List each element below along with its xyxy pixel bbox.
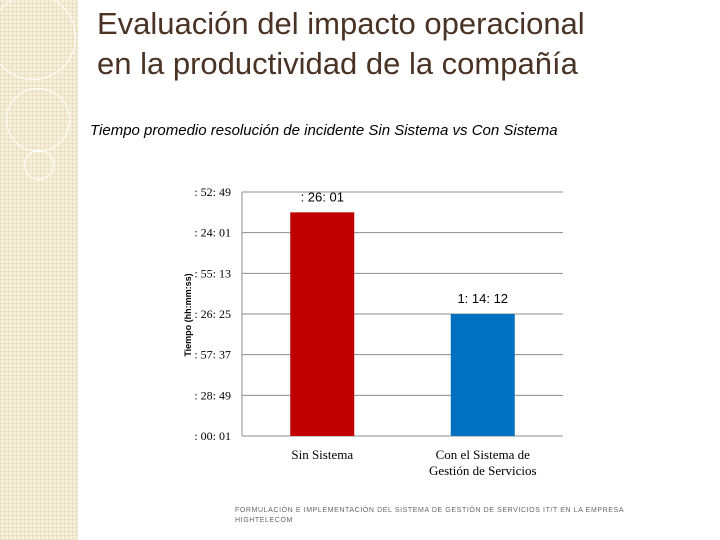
bar-2 [450, 314, 515, 436]
x-tick-label-line: Gestión de Servicios [429, 463, 537, 478]
y-tick-label: : 57: 37 [194, 348, 231, 362]
x-tick-label: Sin Sistema [291, 447, 353, 462]
decorative-circle-small [24, 150, 54, 180]
bars [290, 212, 515, 436]
y-tick-labels: : 00: 01 : 28: 49 : 57: 37 : 26: 25 : 55: 13… [194, 185, 231, 443]
x-tick-labels: Sin Sistema Con el Sistema de Gestión de S… [291, 447, 536, 478]
chart-subtitle: Tiempo promedio resolución de incidente … [90, 122, 558, 139]
y-tick-label: : 28: 49 [194, 388, 231, 402]
data-labels: : 26: 01 1: 14: 12 [301, 189, 508, 306]
bar-1 [290, 212, 355, 436]
gridlines [242, 191, 563, 396]
footer-line-2: HIGHTELECOM [235, 517, 293, 524]
y-tick-label: : 55: 13 [194, 266, 231, 280]
slide-title: Evaluación del impacto operacional en la… [97, 4, 707, 84]
x-tick-label: Con el Sistema de Gestión de Servicios [429, 447, 537, 478]
x-tick-label-line: Sin Sistema [291, 447, 353, 462]
decorative-circle-large [0, 0, 76, 80]
footer-line-1: FORMULACIÓN E IMPLEMENTACIÓN DEL SISTEMA… [235, 507, 625, 514]
slide-title-line-2: en la productividad de la compañía [97, 46, 578, 81]
data-label-1: : 26: 01 [301, 189, 344, 204]
data-label-2: 1: 14: 12 [457, 291, 508, 306]
y-axis-label: Tiempo (hh:mm:ss) [183, 273, 193, 356]
x-tick-label-line: Con el Sistema de [436, 447, 530, 462]
slide-title-line-1: Evaluación del impacto operacional [97, 6, 585, 41]
slide-footer: FORMULACIÓN E IMPLEMENTACIÓN DEL SISTEMA… [235, 506, 655, 526]
y-tick-label: : 26: 25 [194, 307, 231, 321]
y-tick-label: : 52: 49 [194, 185, 231, 199]
y-tick-label: : 24: 01 [194, 226, 231, 240]
y-tick-label: : 00: 01 [194, 429, 231, 443]
decorative-side-band [0, 0, 78, 540]
